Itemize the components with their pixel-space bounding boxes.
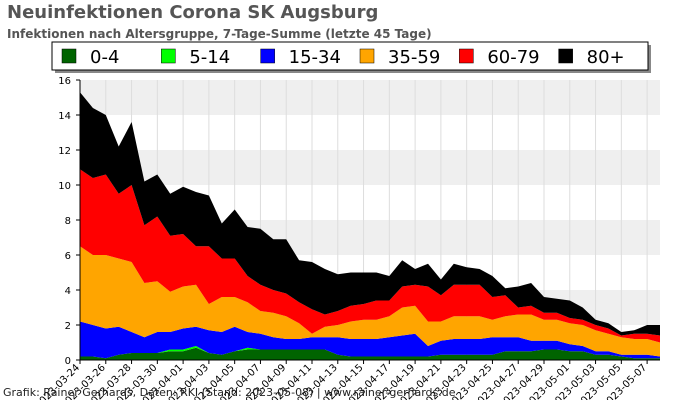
y-tick-label: 8 (65, 216, 71, 227)
legend-swatch-0-4 (61, 48, 77, 64)
y-tick-label: 4 (65, 286, 71, 297)
y-tick-label: 12 (58, 146, 71, 157)
legend-swatch-35-59 (359, 48, 375, 64)
y-tick-label: 6 (65, 251, 71, 262)
legend-swatch-60-79 (459, 48, 474, 64)
legend-label-35-59: 35-59 (388, 47, 440, 68)
legend-label-80+: 80+ (587, 47, 625, 68)
grid-band (80, 80, 660, 115)
y-tick-label: 10 (58, 181, 71, 192)
legend-label-60-79: 60-79 (487, 47, 539, 68)
y-tick-label: 2 (65, 321, 71, 332)
legend-box (51, 41, 649, 71)
area-series-60-79 (80, 169, 660, 343)
legend-label-15-34: 15-34 (289, 47, 341, 68)
area-series-group (80, 92, 660, 360)
area-series-15-34 (80, 321, 660, 359)
chart-credit: Grafik: Rainer Gerhards, Daten: RKI (Sta… (3, 386, 456, 399)
chart-title: Neuinfektionen Corona SK Augsburg (7, 2, 379, 23)
legend-label-5-14: 5-14 (189, 47, 230, 68)
grid-band (80, 115, 660, 150)
legend-swatch-15-34 (260, 48, 275, 64)
area-series-35-59 (80, 246, 660, 357)
area-series-80+ (80, 92, 660, 336)
y-tick-label: 16 (58, 76, 71, 87)
legend: 0-4 5-14 15-34 35-59 60-79 80+ (51, 41, 651, 73)
chart-subtitle: Infektionen nach Altersgruppe, 7-Tage-Su… (7, 27, 432, 41)
y-tick-label: 0 (65, 356, 71, 367)
legend-swatch-5-14 (161, 48, 176, 64)
legend-label-0-4: 0-4 (90, 47, 119, 68)
legend-swatch-80+ (558, 48, 573, 64)
area-series-0-4 (80, 347, 660, 360)
grid-band (80, 150, 660, 185)
y-axis-ticks: 0 2 4 6 8 10 12 14 16 (58, 76, 80, 367)
y-tick-label: 14 (58, 111, 71, 122)
